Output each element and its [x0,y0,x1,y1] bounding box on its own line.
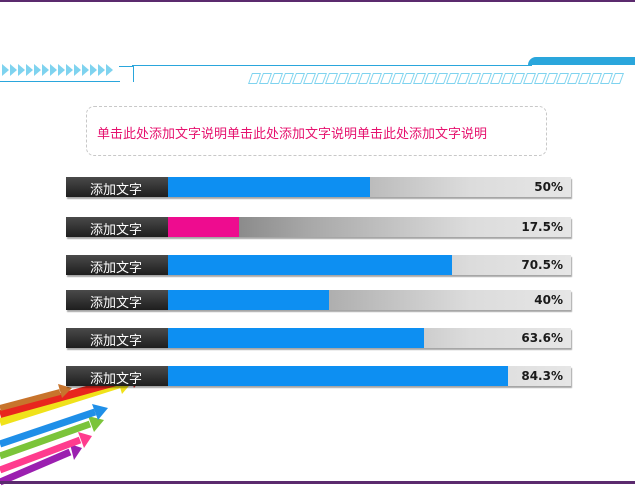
bar-value: 70.5% [521,258,563,272]
bar-value: 17.5% [521,220,563,234]
bar-label: 添加文字 [90,261,143,276]
chevron-icon [50,64,57,76]
deco-line [0,81,120,82]
bar-value: 63.6% [521,331,563,345]
bar-track: 40% [168,290,571,310]
bar-track: 17.5% [168,217,571,237]
chevron-icon [66,64,73,76]
deco-tab [528,57,635,65]
chevron-icon [58,64,65,76]
bar-row: 添加文字 70.5% [66,255,571,276]
caption-text: 单击此处添加文字说明单击此处添加文字说明单击此处添加文字说明 [97,127,488,142]
bar-label-cell: 添加文字 [66,328,168,349]
bar-label: 添加文字 [90,183,143,198]
bar-label-cell: 添加文字 [66,177,168,198]
header-decoration [0,56,635,96]
caption-box[interactable]: 单击此处添加文字说明单击此处添加文字说明单击此处添加文字说明 [86,106,547,156]
bar-row: 添加文字 17.5% [66,217,571,238]
bottom-border [0,481,635,484]
bar-fill [168,217,239,237]
bar-value: 50% [534,180,563,194]
chevron-icon [26,64,33,76]
chevron-icon [82,64,89,76]
deco-curve [119,66,134,82]
chevron-icon [2,64,9,76]
bar-label: 添加文字 [90,334,143,349]
bar-label: 添加文字 [90,296,143,311]
stripe-strip [247,73,625,84]
bar-label: 添加文字 [90,223,143,238]
bar-fill [168,290,329,310]
bar-track: 84.3% [168,366,571,386]
bar-fill [168,366,508,386]
chevron-icon [10,64,17,76]
deco-topline [132,65,532,66]
bar-track: 50% [168,177,571,197]
top-border [0,0,635,2]
bar-label-cell: 添加文字 [66,366,168,387]
bar-track: 63.6% [168,328,571,348]
bar-label-cell: 添加文字 [66,290,168,311]
bar-row: 添加文字 84.3% [66,366,571,387]
bar-value: 84.3% [521,369,563,383]
bar-label-cell: 添加文字 [66,255,168,276]
chevron-icon [34,64,41,76]
bar-track: 70.5% [168,255,571,275]
bar-label: 添加文字 [90,372,143,387]
bar-row: 添加文字 40% [66,290,571,311]
chevron-strip [2,64,113,76]
bar-value: 40% [534,293,563,307]
chevron-icon [98,64,105,76]
chevron-icon [18,64,25,76]
bar-fill [168,328,424,348]
chevron-icon [42,64,49,76]
bar-fill [168,255,452,275]
chevron-icon [74,64,81,76]
chevron-icon [90,64,97,76]
bar-label-cell: 添加文字 [66,217,168,238]
bar-fill [168,177,370,197]
bar-row: 添加文字 50% [66,177,571,198]
bar-row: 添加文字 63.6% [66,328,571,349]
chevron-icon [106,64,113,76]
stripe [610,73,625,84]
